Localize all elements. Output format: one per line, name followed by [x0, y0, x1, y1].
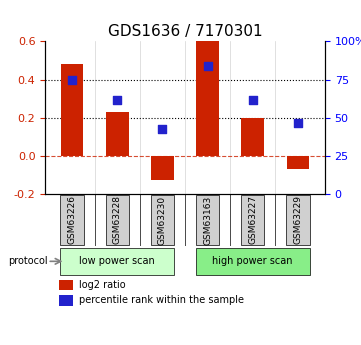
Text: high power scan: high power scan	[213, 256, 293, 266]
Bar	[287, 156, 309, 169]
Text: protocol: protocol	[8, 256, 47, 266]
Bar	[106, 112, 129, 156]
Point	[250, 98, 256, 103]
Bar	[196, 195, 219, 245]
Bar	[61, 248, 174, 275]
Text: GSM63227: GSM63227	[248, 196, 257, 245]
Text: GSM63230: GSM63230	[158, 195, 167, 245]
Bar	[151, 195, 174, 245]
Bar	[196, 41, 219, 156]
Bar	[151, 156, 174, 180]
Bar	[106, 195, 129, 245]
Text: GSM63229: GSM63229	[293, 196, 302, 245]
Bar	[61, 195, 84, 245]
Title: GDS1636 / 7170301: GDS1636 / 7170301	[108, 24, 262, 39]
Bar	[242, 118, 264, 156]
Point	[114, 98, 120, 103]
Bar	[61, 64, 83, 156]
Text: GSM63226: GSM63226	[68, 196, 77, 245]
Point	[160, 126, 165, 132]
Text: log2 ratio: log2 ratio	[79, 280, 125, 290]
Point	[205, 63, 210, 69]
Bar	[241, 195, 265, 245]
Bar	[196, 248, 310, 275]
Text: GSM63228: GSM63228	[113, 196, 122, 245]
Bar	[286, 195, 310, 245]
Bar	[59, 295, 73, 306]
Text: low power scan: low power scan	[79, 256, 155, 266]
Point	[295, 120, 301, 126]
Text: GSM63163: GSM63163	[203, 195, 212, 245]
Text: percentile rank within the sample: percentile rank within the sample	[79, 295, 244, 305]
Point	[69, 77, 75, 82]
Bar	[59, 279, 73, 290]
